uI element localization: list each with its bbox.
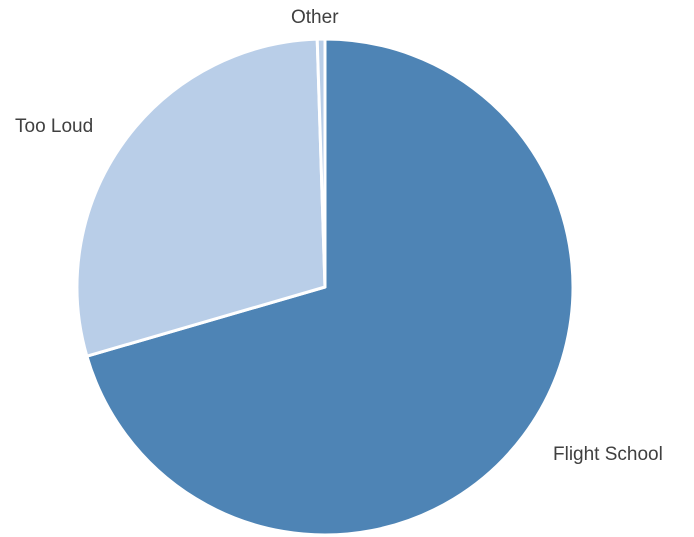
pie-slice-flight-school	[85, 37, 575, 537]
slice-label-other: Other	[291, 7, 339, 28]
pie-slice-other	[315, 37, 327, 289]
pie-slice-too-loud	[75, 37, 327, 358]
pie-slices	[75, 37, 575, 537]
slice-label-too-loud: Too Loud	[15, 116, 93, 137]
slice-label-flight-school: Flight School	[553, 444, 663, 465]
